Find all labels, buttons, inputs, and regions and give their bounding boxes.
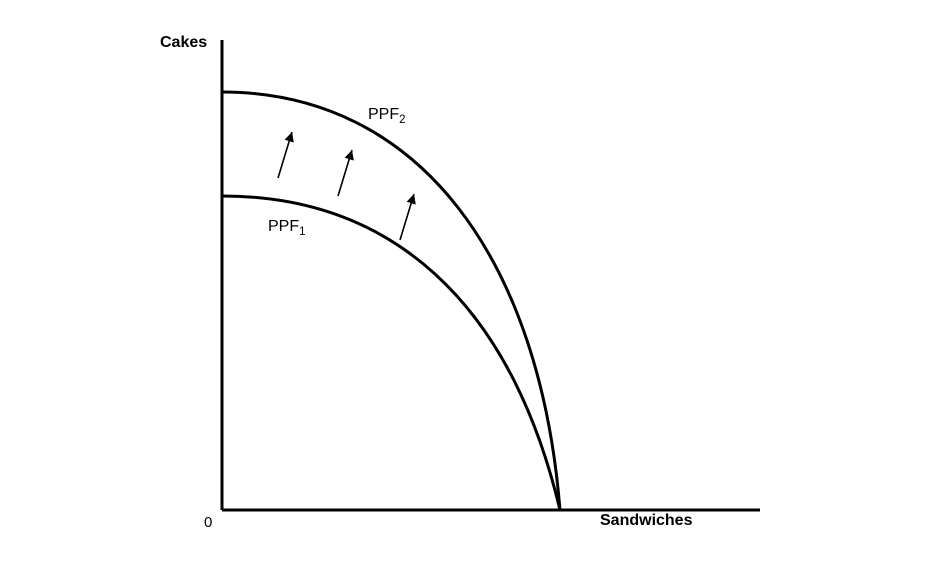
x-axis-label: Sandwiches: [600, 512, 692, 530]
y-axis-label: Cakes: [160, 34, 207, 52]
ppf-shift-diagram: Cakes Sandwiches 0 PPF1 PPF2: [0, 0, 928, 578]
ppf2-label-text: PPF: [368, 106, 399, 123]
shift-arrow-3: [400, 194, 414, 240]
ppf1-label-text: PPF: [268, 218, 299, 235]
ppf1-label: PPF1: [268, 218, 306, 238]
ppf1-label-sub: 1: [299, 226, 305, 238]
diagram-svg: [0, 0, 928, 578]
shift-arrow-2: [338, 150, 352, 196]
origin-label: 0: [204, 514, 212, 531]
ppf1-curve: [222, 196, 560, 510]
ppf2-curve: [222, 92, 560, 510]
shift-arrow-1: [278, 132, 292, 178]
ppf2-label: PPF2: [368, 106, 406, 126]
ppf2-label-sub: 2: [399, 114, 405, 126]
